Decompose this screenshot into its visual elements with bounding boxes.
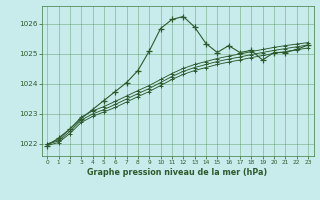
X-axis label: Graphe pression niveau de la mer (hPa): Graphe pression niveau de la mer (hPa) [87,168,268,177]
